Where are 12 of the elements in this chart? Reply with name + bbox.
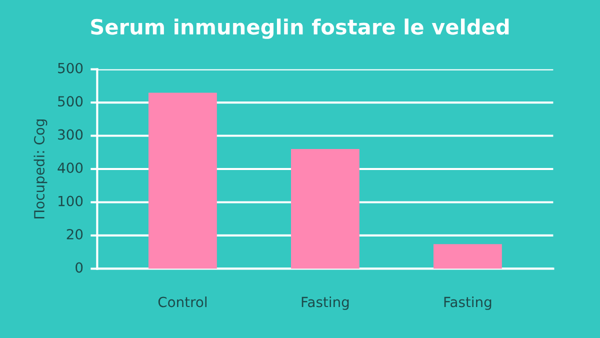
text: 0 bbox=[76, 262, 83, 273]
x-tick-label: Control bbox=[158, 296, 206, 308]
text: 500 bbox=[58, 96, 83, 107]
x-tick-label: Fasting bbox=[444, 296, 492, 310]
text: 400 bbox=[58, 162, 83, 174]
text: 500 bbox=[58, 62, 83, 74]
y-axis-title: Πocupedi: Cog bbox=[34, 120, 48, 218]
text: 100 bbox=[58, 196, 83, 206]
x-tick-label: Fasting bbox=[302, 296, 349, 310]
text: 20 bbox=[66, 229, 83, 240]
chart-title: Serum inmuneglin fostare le velded bbox=[91, 18, 509, 39]
text: 300 bbox=[58, 129, 83, 140]
